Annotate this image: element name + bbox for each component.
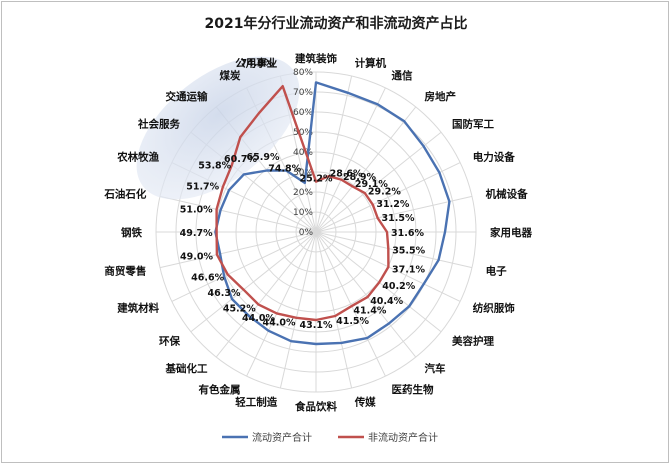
category-label: 纺织服饰 [473,302,515,315]
legend-label-2: 非流动资产合计 [368,431,438,444]
category-label: 家用电器 [490,226,532,239]
data-label: 74.8% [241,58,274,69]
data-label: 29.2% [368,187,401,198]
data-label: 41.5% [336,316,369,327]
category-label: 建筑装饰 [294,52,337,65]
data-label: 37.1% [392,265,425,276]
data-label: 35.5% [392,245,425,256]
category-label: 美容护理 [452,335,494,348]
category-label: 农林牧渔 [116,151,159,164]
series-lines [214,81,451,346]
radial-tick-label: 50% [293,128,313,138]
data-label: 40.4% [370,296,403,307]
data-label: 31.2% [376,199,409,210]
spoke [315,231,386,377]
data-label: 28.6% [330,168,363,179]
data-label: 31.5% [382,213,415,224]
category-label: 计算机 [355,56,387,69]
category-label: 轻工制造 [235,396,277,409]
category-label: 医药生物 [392,383,434,396]
category-label: 食品饮料 [294,400,337,413]
legend-label-1: 流动资产合计 [252,431,312,444]
category-label: 国防军工 [452,118,494,131]
spoke [315,231,473,269]
data-label: 43.1% [300,320,333,331]
category-label: 房地产 [425,90,457,103]
data-label: 44.0% [242,313,275,324]
category-label: 通信 [392,69,413,82]
category-label: 电子 [486,265,507,278]
spoke [215,231,317,358]
spoke [246,231,317,377]
category-label: 石油石化 [103,187,146,200]
spoke [315,131,442,233]
data-label: 31.6% [391,228,424,239]
category-label: 电力设备 [473,151,515,164]
category-label: 公用事业 [235,56,277,69]
spoke [315,162,461,233]
category-label: 商贸零售 [104,265,146,278]
data-label: 51.7% [186,181,219,192]
data-label: 46.3% [208,288,241,299]
data-label: 51.0% [180,204,213,215]
category-label: 钢铁 [121,226,142,239]
spoke [315,231,417,358]
spoke [315,195,473,233]
data-label: 45.2% [223,304,256,315]
data-label: 44.0% [263,318,296,329]
radial-tick-label: 0% [299,228,314,238]
category-label: 有色金属 [199,383,241,396]
category-label: 环保 [159,335,180,348]
radial-tick-label: 30% [293,168,313,178]
category-label: 机械设备 [486,187,528,200]
radial-tick-label: 40% [293,148,313,158]
data-label: 40.2% [382,281,415,292]
spoke [171,231,317,302]
category-labels: 建筑装饰 计算机通信房地产国防军工电力设备机械设备家用电器电子纺织服饰美容护理汽车… [103,52,532,413]
data-labels: 25.2%28.6%28.9%29.1%29.2%31.2% 31.5% 31.6%… [180,58,426,331]
data-label: 46.6% [191,272,224,283]
spoke [159,231,317,269]
data-label: 49.0% [180,252,213,263]
spoke [279,231,317,389]
spoke [159,195,317,233]
spoke [190,231,317,333]
radial-tick-label: 70% [293,88,313,98]
data-label: 41.4% [353,306,386,317]
category-label: 汽车 [425,362,446,375]
legend: 流动资产合计 非流动资产合计 [222,431,438,444]
radial-tick-label: 10% [293,208,313,218]
category-label: 煤炭 [220,69,241,82]
data-label: 65.9% [247,152,280,163]
data-label: 74.8% [268,163,301,174]
category-label: 传媒 [354,396,376,409]
category-label: 社会服务 [137,118,180,131]
series-line-1 [214,81,451,346]
spoke [315,231,353,389]
spoke [315,87,386,233]
data-label: 25.2% [300,174,333,185]
category-label: 交通运输 [166,90,208,103]
highlight-ellipse [136,56,300,200]
spoke [315,75,353,233]
radial-tick-label: 60% [293,108,313,118]
category-label: 基础化工 [165,362,208,375]
data-label: 28.9% [343,172,376,183]
radial-tick-label: 20% [293,188,313,198]
spoke [315,106,417,233]
chart-title: 2021年分行业流动资产和非流动资产占比 [205,15,468,32]
data-label: 29.1% [355,179,388,190]
category-label: 建筑材料 [116,302,159,315]
data-label: 49.7% [180,228,213,239]
highlight-ellipse-shape [136,56,300,200]
data-label: 53.8% [198,160,231,171]
radial-ticks: 0% 10% 20% 30% 40% 50% 60% 70% 80% [293,68,313,238]
data-label: 60.7% [224,154,257,165]
radial-tick-label: 80% [293,68,313,78]
series-line-2 [215,84,390,322]
